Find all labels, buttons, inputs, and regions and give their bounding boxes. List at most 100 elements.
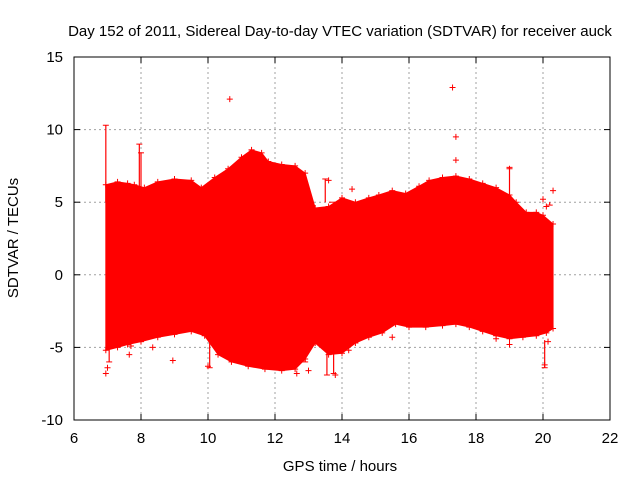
lower-edge-point bbox=[452, 321, 459, 328]
upper-edge-point bbox=[188, 177, 195, 184]
y-tick-label: -5 bbox=[50, 339, 63, 356]
data-layer bbox=[102, 84, 557, 378]
y-tick-label: 0 bbox=[55, 267, 63, 284]
upper-edge-point bbox=[312, 205, 319, 212]
upper-edge-point bbox=[493, 184, 500, 191]
sdtvar-envelope bbox=[105, 149, 554, 372]
upper-edge-point bbox=[523, 209, 530, 216]
upper-edge-point bbox=[292, 162, 299, 169]
outlier-point bbox=[543, 203, 550, 210]
y-tick-label: 5 bbox=[55, 194, 63, 211]
outlier-point bbox=[540, 196, 546, 203]
upper-edge-point bbox=[389, 187, 396, 194]
lower-edge-point bbox=[339, 350, 345, 357]
upper-edge-point bbox=[238, 154, 245, 161]
lower-edge-point bbox=[479, 328, 486, 335]
chart-title: Day 152 of 2011, Sidereal Day-to-day VTE… bbox=[68, 23, 612, 40]
outlier-point bbox=[127, 342, 134, 349]
upper-edge-point bbox=[258, 149, 265, 156]
upper-edge-point bbox=[479, 180, 486, 187]
outlier-point bbox=[149, 344, 156, 351]
lower-edge-point bbox=[392, 321, 399, 328]
outlier-point bbox=[389, 334, 396, 341]
outlier-point bbox=[332, 371, 339, 378]
upper-edge-point bbox=[352, 199, 359, 206]
lower-edge-point bbox=[215, 351, 222, 358]
lower-edge-point bbox=[201, 332, 208, 339]
lower-edge-point bbox=[365, 334, 372, 341]
outlier-point bbox=[126, 351, 133, 358]
outlier-point bbox=[541, 361, 548, 368]
lower-edge-point bbox=[533, 332, 540, 339]
outlier-point bbox=[493, 335, 500, 342]
outlier-point bbox=[345, 347, 352, 354]
lower-edge-point bbox=[352, 340, 359, 347]
x-tick-label: 20 bbox=[535, 430, 552, 447]
outlier-point bbox=[545, 338, 552, 345]
lower-edge-point bbox=[188, 328, 195, 335]
outlier-point bbox=[506, 341, 513, 348]
outlier-point bbox=[169, 357, 176, 364]
x-axis-label: GPS time / hours bbox=[283, 458, 397, 475]
outlier-point bbox=[102, 370, 109, 377]
axis-ticks: 6 8 10 12 14 16 18 20 22 -10 -5 0 5 10 15 bbox=[41, 49, 618, 447]
lower-edge-point bbox=[466, 324, 473, 331]
lower-edge-point bbox=[102, 347, 109, 354]
lower-edge-point bbox=[506, 335, 513, 342]
outlier-point bbox=[550, 187, 557, 194]
x-tick-label: 12 bbox=[267, 430, 284, 447]
outlier-point bbox=[226, 96, 233, 103]
lower-edge-point bbox=[261, 366, 268, 373]
x-tick-label: 18 bbox=[468, 430, 485, 447]
lower-edge-point bbox=[422, 324, 429, 331]
outlier-point bbox=[293, 370, 300, 377]
upper-edge-point bbox=[154, 178, 161, 185]
upper-edge-point bbox=[124, 180, 131, 187]
upper-edge-point bbox=[278, 161, 285, 168]
upper-edge-point bbox=[114, 178, 121, 185]
outlier-point bbox=[452, 157, 459, 164]
lower-edge-point bbox=[439, 322, 446, 329]
lower-edge-point bbox=[114, 344, 121, 351]
upper-edge-point bbox=[211, 174, 218, 181]
lower-edge-point bbox=[154, 334, 161, 341]
y-tick-label: -10 bbox=[41, 412, 63, 429]
upper-edge-point bbox=[225, 165, 232, 172]
outlier-point bbox=[506, 165, 513, 172]
upper-edge-point bbox=[513, 199, 520, 206]
x-tick-label: 10 bbox=[200, 430, 217, 447]
lower-edge-point bbox=[519, 334, 526, 341]
outlier-point bbox=[325, 177, 332, 184]
lower-edge-point bbox=[171, 331, 178, 338]
x-tick-label: 8 bbox=[137, 430, 145, 447]
lower-edge-point bbox=[312, 340, 319, 347]
lower-edge-point bbox=[278, 367, 285, 374]
upper-edge-point bbox=[131, 181, 138, 188]
upper-edge-point bbox=[171, 175, 178, 182]
x-tick-label: 14 bbox=[334, 430, 351, 447]
outlier-point bbox=[349, 186, 356, 193]
x-tick-label: 6 bbox=[70, 430, 78, 447]
upper-edge-point bbox=[141, 184, 148, 191]
y-tick-label: 10 bbox=[46, 122, 63, 139]
lower-edge-point bbox=[543, 329, 550, 336]
upper-edge-point bbox=[339, 194, 345, 201]
lower-edge-point bbox=[124, 341, 131, 348]
outlier-point bbox=[305, 367, 312, 374]
upper-edge-point bbox=[198, 184, 205, 191]
upper-edge-point bbox=[452, 173, 459, 180]
upper-edge-point bbox=[402, 190, 409, 197]
outlier-point bbox=[205, 363, 211, 370]
upper-edge-point bbox=[426, 177, 433, 184]
upper-edge-point bbox=[466, 175, 473, 182]
upper-edge-point bbox=[365, 194, 372, 201]
lower-edge-point bbox=[406, 324, 412, 331]
lower-edge-point bbox=[245, 363, 252, 370]
lower-edge-point bbox=[292, 366, 299, 373]
x-tick-label: 22 bbox=[602, 430, 619, 447]
upper-edge-point bbox=[416, 183, 423, 190]
upper-edge-point bbox=[375, 191, 382, 198]
upper-edge-point bbox=[302, 170, 309, 177]
lower-edge-point bbox=[379, 329, 386, 336]
